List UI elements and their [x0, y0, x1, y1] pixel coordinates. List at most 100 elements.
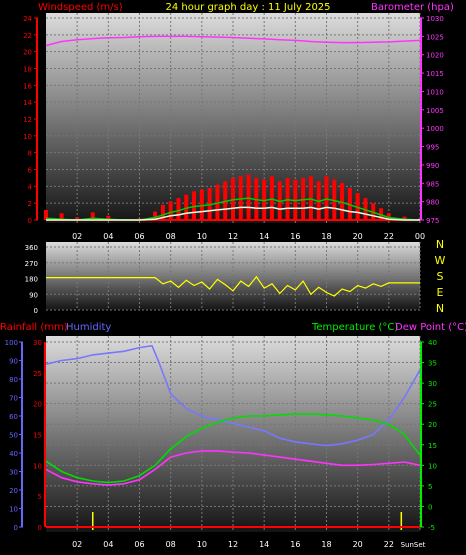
wind-gust-bar [363, 198, 368, 220]
barometer-y-tick-label: 1015 [426, 70, 444, 78]
barometer-y-tick-label: 985 [426, 180, 439, 188]
chart-title: 24 hour graph day : 11 July 2025 [165, 2, 330, 13]
temperature-x-tick-label: 06 [134, 540, 144, 549]
wind-gust-bar [199, 189, 204, 220]
wind-gust-bar [262, 179, 267, 220]
windspeed-axis-label: Windspeed (m/s) [38, 2, 123, 13]
dewpoint-axis-label: Dew Point (°C) [395, 322, 466, 333]
temperature-axis-label: Temperature (°C) [311, 322, 398, 333]
rainfall-left-axis: 0 10 20 30 40 50 60 70 80 90 100 [5, 339, 23, 532]
wind-y-tick-label: 0 [28, 217, 32, 225]
wind-gust-bar [355, 193, 360, 220]
temperature-y-tick-label: 20 [428, 421, 437, 429]
temperature-panel: 0 10 20 30 40 50 60 70 80 90 100 0 5 10 15 20 25 30 -5 0 5… [5, 336, 437, 549]
temperature-x-tick-label: 08 [166, 540, 176, 549]
wind-gust-bar [59, 213, 64, 220]
rainfall-y-tick-label: 80 [9, 376, 18, 384]
wind-y-tick-label: 14 [23, 99, 32, 107]
rainfall-y-tick-label: 70 [9, 395, 18, 403]
wind-gust-bar [238, 176, 243, 220]
temperature-line [45, 413, 421, 484]
wind-gust-bar [254, 177, 259, 220]
wind-gust-bar [44, 209, 48, 220]
sunset-label: SunSet [401, 541, 426, 549]
direction-grid [46, 242, 421, 311]
wind-y-tick-label: 8 [28, 150, 32, 158]
wind-gust-bar [231, 177, 235, 220]
temperature-x-tick-label: 22 [384, 540, 394, 549]
humidity-left-axis: 0 5 10 15 20 25 30 [33, 339, 46, 532]
temperature-x-tick-label: 20 [353, 540, 363, 549]
wind-x-tick-label: 16 [290, 232, 300, 241]
temperature-x-axis: 02 04 06 08 10 12 14 16 18 20 22 SunSet [72, 540, 426, 549]
temperature-y-tick-label: 40 [428, 339, 437, 347]
wind-gust-bar [324, 176, 329, 220]
wind-grid [46, 13, 421, 223]
direction-compass-label: S [437, 270, 444, 283]
humidity-y-tick-label: 15 [33, 432, 42, 440]
wind-x-tick-label: 22 [384, 232, 394, 241]
wind-gust-bar [223, 181, 228, 220]
wind-y-tick-label: 16 [23, 82, 32, 90]
humidity-y-tick-label: 20 [33, 401, 42, 409]
wind-gust-bar [246, 174, 251, 220]
wind-y-tick-label: 20 [23, 49, 32, 57]
wind-gust-bar [293, 179, 298, 220]
rainfall-y-tick-label: 10 [9, 506, 18, 514]
temperature-x-tick-label: 12 [228, 540, 238, 549]
humidity-y-tick-label: 0 [38, 524, 42, 532]
wind-gust-bar [301, 177, 306, 220]
wind-gust-bar [316, 181, 321, 220]
temperature-x-tick-label: 14 [259, 540, 269, 549]
direction-left-axis: 0 90 180 270 360 [25, 244, 38, 315]
direction-y-tick-label: 0 [34, 307, 38, 315]
direction-marks [46, 275, 420, 297]
barometer-right-axis: 975 980 985 990 995 1000 1005 1010 1015 1020 1025 1… [420, 15, 444, 225]
rainfall-y-tick-label: 50 [9, 432, 18, 440]
barometer-y-tick-label: 1020 [426, 52, 444, 60]
humidity-axis-label: Humidity [66, 322, 111, 333]
direction-compass-label: N [436, 302, 444, 315]
temperature-y-tick-label: 25 [428, 401, 437, 409]
wind-x-tick-label: 20 [353, 232, 363, 241]
humidity-y-tick-label: 10 [33, 462, 42, 470]
wind-x-tick-label: 14 [259, 232, 269, 241]
wind-x-tick-label: 02 [72, 232, 82, 241]
wind-marks [44, 35, 422, 221]
wind-gust-bar [386, 213, 391, 220]
temperature-x-tick-label: 10 [197, 540, 207, 549]
wind-x-tick-label: 12 [228, 232, 238, 241]
rainfall-y-tick-label: 90 [9, 358, 18, 366]
temperature-x-tick-label: 16 [290, 540, 300, 549]
wind-gust-bar [340, 182, 345, 220]
temperature-y-tick-label: -5 [428, 524, 435, 532]
wind-gust-bar [75, 217, 80, 220]
rainfall-y-tick-label: 100 [5, 339, 18, 347]
wind-y-tick-label: 6 [28, 167, 33, 175]
wind-gust-bar [176, 198, 181, 220]
wind-y-tick-label: 22 [23, 32, 32, 40]
humidity-y-tick-label: 30 [33, 339, 42, 347]
direction-compass-label: W [435, 254, 446, 267]
wind-gust-bar [371, 203, 376, 220]
barometer-y-tick-label: 990 [426, 162, 439, 170]
wind-gust-bar [90, 212, 95, 220]
humidity-y-tick-label: 5 [38, 493, 42, 501]
wind-gust-bar [153, 211, 158, 220]
wind-gust-bar [277, 181, 282, 220]
wind-gust-bar [402, 216, 407, 220]
barometer-y-tick-label: 995 [426, 144, 439, 152]
wind-x-tick-label: 04 [103, 232, 113, 241]
wind-gust-bar [285, 177, 290, 220]
direction-y-tick-label: 270 [25, 260, 38, 268]
rainfall-y-tick-label: 60 [9, 413, 18, 421]
temperature-marks [45, 344, 421, 530]
wind-gust-bar [269, 176, 274, 220]
wind-gust-bar [160, 204, 165, 220]
direction-y-tick-label: 180 [25, 276, 38, 284]
rainfall-axis-label: Rainfall (mm) [0, 322, 68, 333]
humidity-line [45, 344, 421, 447]
direction-line [46, 275, 420, 297]
